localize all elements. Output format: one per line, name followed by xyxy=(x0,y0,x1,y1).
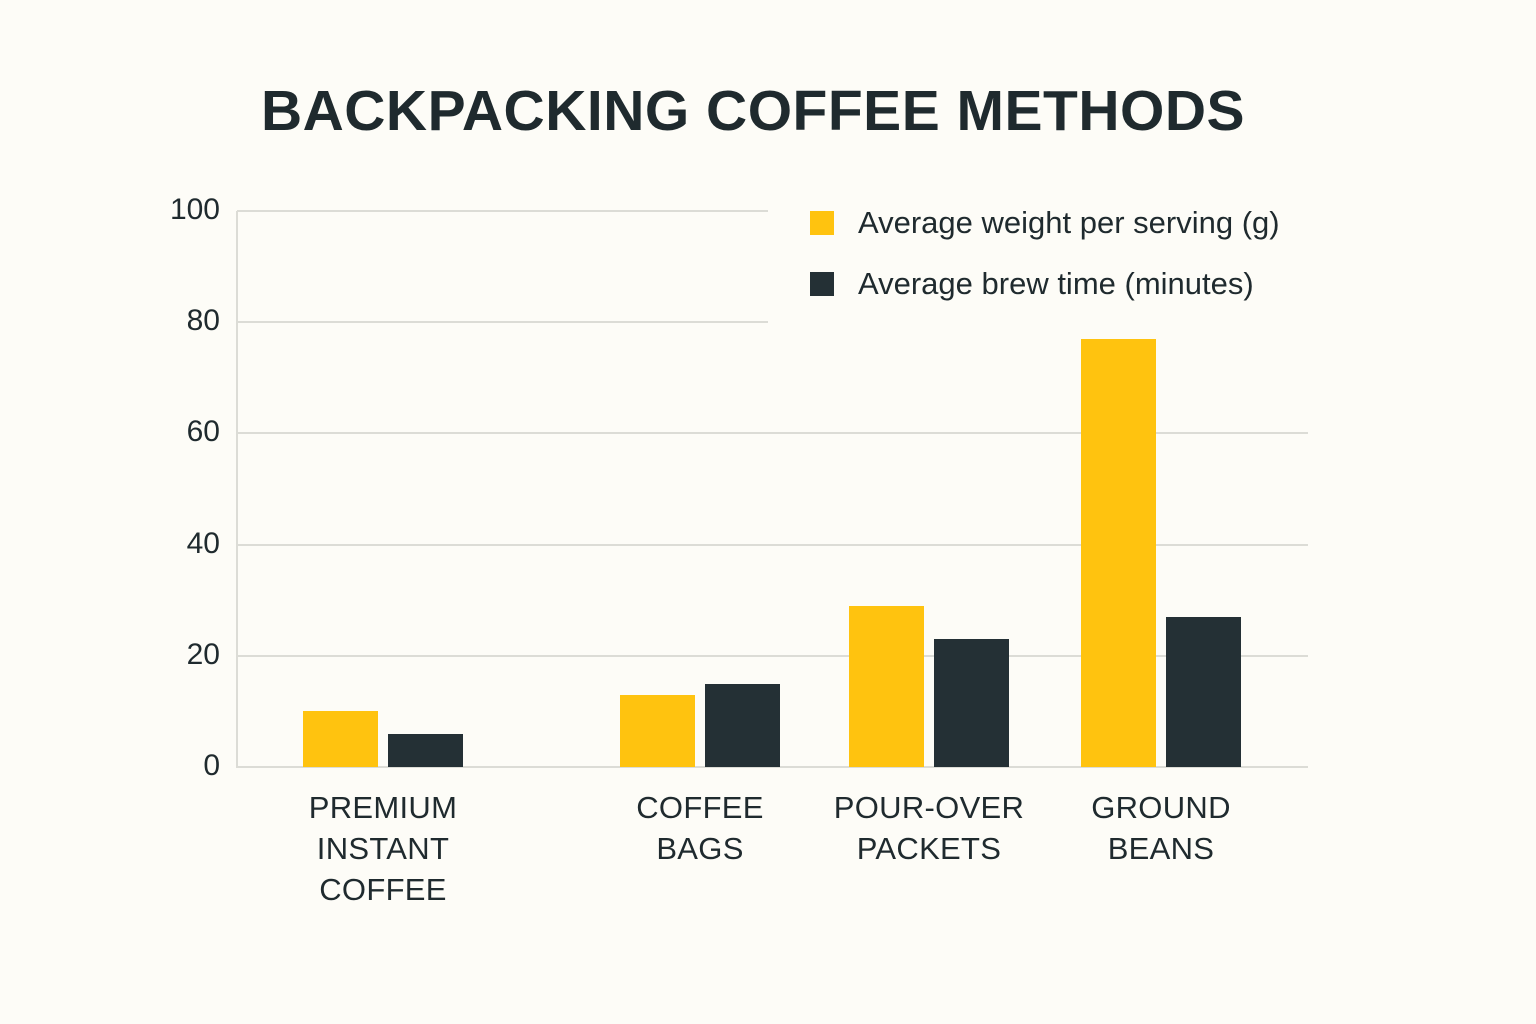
gridline-40 xyxy=(237,543,1308,546)
x-axis-baseline xyxy=(237,766,1308,768)
gridline-100 xyxy=(237,210,768,212)
bar-weight-0 xyxy=(303,711,378,767)
bar-brew-time-2 xyxy=(934,639,1009,767)
y-tick-label: 60 xyxy=(186,415,220,449)
legend-label-brew-time: Average brew time (minutes) xyxy=(858,266,1254,301)
y-tick-label: 80 xyxy=(186,304,220,338)
y-tick-label: 20 xyxy=(186,637,220,671)
x-category-label: PREMIUM INSTANT COFFEE xyxy=(308,790,458,907)
x-category-label: COFFEE BAGS xyxy=(636,790,764,866)
legend-swatch-yellow-icon xyxy=(810,211,834,235)
gridline-60 xyxy=(237,432,1308,435)
gridline-80 xyxy=(237,321,768,324)
y-tick-label: 0 xyxy=(203,749,220,782)
bar-brew-time-0 xyxy=(388,733,463,767)
x-category-label: GROUND BEANS xyxy=(1091,790,1231,866)
bar-weight-2 xyxy=(849,605,924,767)
y-tick-label: 40 xyxy=(186,526,220,560)
x-category-label: POUR-OVER PACKETS xyxy=(833,790,1025,866)
y-axis-line xyxy=(236,211,238,768)
legend-swatch-dark-icon xyxy=(810,272,834,296)
legend-item-weight: Average weight per serving (g) xyxy=(810,198,1280,248)
legend-label-weight: Average weight per serving (g) xyxy=(858,205,1280,240)
y-tick-label: 100 xyxy=(169,193,220,226)
legend-item-brew-time: Average brew time (minutes) xyxy=(810,259,1280,309)
chart-title: BACKPACKING COFFEE METHODS xyxy=(260,79,1246,143)
bar-weight-1 xyxy=(620,694,695,767)
legend: Average weight per serving (g) Average b… xyxy=(810,198,1280,320)
bar-brew-time-1 xyxy=(705,683,780,767)
gridline-20 xyxy=(237,654,1308,657)
bar-weight-3 xyxy=(1081,338,1156,767)
bar-brew-time-3 xyxy=(1166,616,1241,767)
